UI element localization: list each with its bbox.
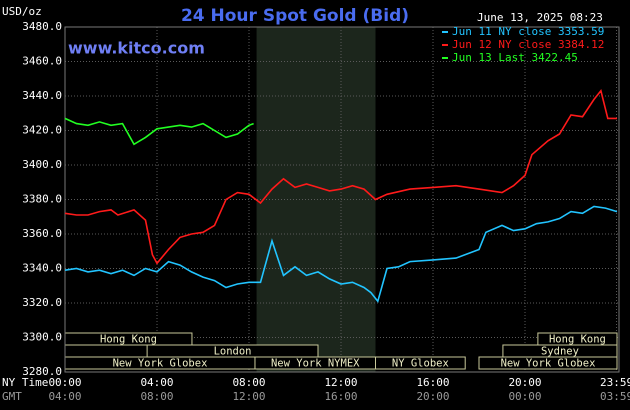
chart-title: 24 Hour Spot Gold (Bid) xyxy=(181,6,409,26)
x-tick-label: 16:00 xyxy=(416,376,449,389)
x-tick-label: 20:00 xyxy=(508,376,541,389)
x-tick-label: 04:00 xyxy=(140,376,173,389)
session-label: Hong Kong xyxy=(549,334,606,346)
session-label: Sydney xyxy=(541,346,579,358)
legend-label: Jun 12 NY close 3384.12 xyxy=(452,38,604,51)
y-tick-label: 3460.0 xyxy=(22,55,62,68)
session-label: NY Globex xyxy=(392,358,449,370)
plot-border xyxy=(64,26,620,373)
x2-tick-label: 20:00 xyxy=(416,390,449,403)
x2-tick-label: 04:00 xyxy=(48,390,81,403)
price-line xyxy=(64,89,617,265)
session-label: New York Globex xyxy=(501,358,596,370)
x-tick-label: 12:00 xyxy=(324,376,357,389)
y-tick-label: 3420.0 xyxy=(22,124,62,137)
y-unit: USD/oz xyxy=(2,5,42,18)
watermark: www.kitco.com xyxy=(68,39,205,58)
shaded-session xyxy=(256,27,376,372)
price-line xyxy=(64,117,254,146)
x2-tick-label: 16:00 xyxy=(324,390,357,403)
session-label: London xyxy=(214,346,252,358)
y-tick-label: 3440.0 xyxy=(22,89,62,102)
session-label: New York NYMEX xyxy=(271,358,360,370)
session-bar xyxy=(375,356,466,370)
x2-tick-label: 12:00 xyxy=(232,390,265,403)
x2-tick-label: 00:00 xyxy=(508,390,541,403)
legend-label: Jun 13 Last 3422.45 xyxy=(452,51,578,64)
x2-tick-label: 08:00 xyxy=(140,390,173,403)
price-line xyxy=(64,205,618,304)
y-tick-label: 3280.0 xyxy=(22,365,62,378)
x-tick-label: 00:00 xyxy=(48,376,81,389)
y-tick-label: 3360.0 xyxy=(22,227,62,240)
y-tick-label: 3300.0 xyxy=(22,331,62,344)
timestamp: June 13, 2025 08:23 xyxy=(477,11,603,24)
y-tick-label: 3480.0 xyxy=(22,20,62,33)
y-tick-label: 3320.0 xyxy=(22,296,62,309)
x-tick-label: 08:00 xyxy=(232,376,265,389)
y-tick-label: 3400.0 xyxy=(22,158,62,171)
x-axis-label: NY Time xyxy=(2,376,48,389)
x2-axis-label: GMT xyxy=(2,390,22,403)
session-bar xyxy=(478,356,618,370)
y-tick-label: 3380.0 xyxy=(22,193,62,206)
x-tick-label: 23:59 xyxy=(600,376,630,389)
session-label: New York Globex xyxy=(113,358,208,370)
x2-tick-label: 03:59 xyxy=(600,390,630,403)
y-tick-label: 3340.0 xyxy=(22,262,62,275)
session-label: Hong Kong xyxy=(100,334,157,346)
legend-label: Jun 11 NY close 3353.59 xyxy=(452,25,604,38)
